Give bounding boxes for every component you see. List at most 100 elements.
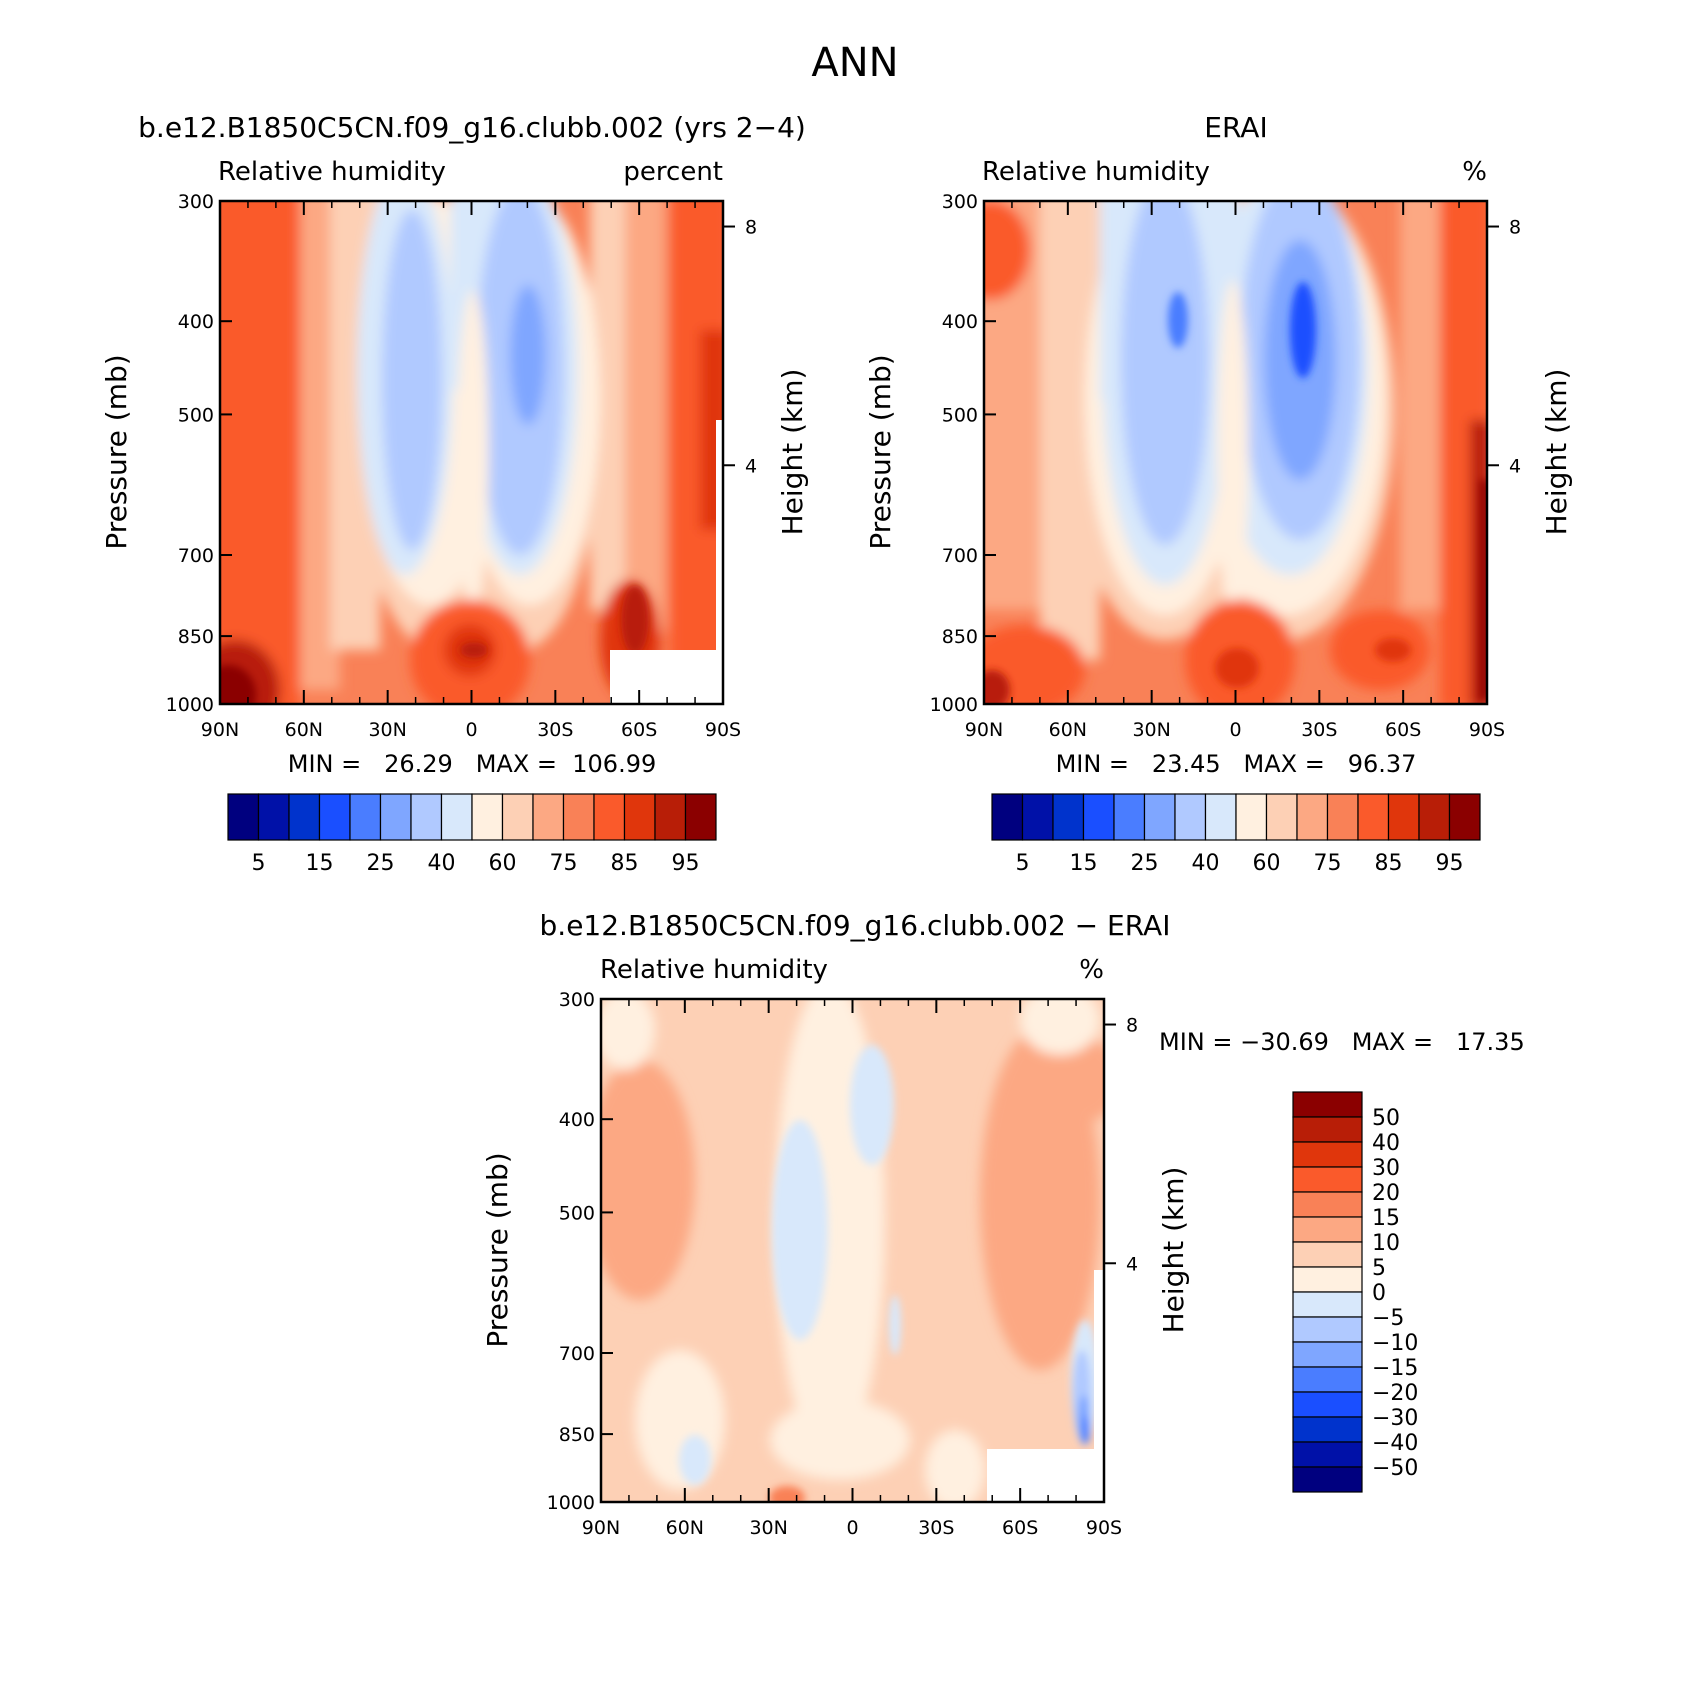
panel-obs-ylabel: Pressure (mb) xyxy=(864,354,897,549)
colorbar-label: 5 xyxy=(252,851,266,876)
colorbar-box xyxy=(1292,1466,1363,1493)
colorbar-label: 15 xyxy=(1070,851,1098,876)
colorbar-label: −15 xyxy=(1372,1356,1418,1381)
colorbar-label: 75 xyxy=(550,851,578,876)
colorbar-box xyxy=(1357,793,1390,841)
panel-diff-missing-region xyxy=(987,1449,1104,1502)
panel-diff-ylabel-right: Height (km) xyxy=(1157,1167,1190,1334)
x-tick-label: 0 xyxy=(1229,719,1241,741)
x-tick-label: 30S xyxy=(918,1517,954,1539)
x-tick-label: 30N xyxy=(749,1517,787,1539)
y-tick-label: 300 xyxy=(559,989,595,1011)
colorbar-label: −20 xyxy=(1372,1381,1418,1406)
colorbar-label: 40 xyxy=(1192,851,1220,876)
height-tick-label: 4 xyxy=(1126,1253,1138,1275)
panel-diff-plot-area xyxy=(601,999,1104,1502)
colorbar-label: 60 xyxy=(489,851,517,876)
colorbar-box xyxy=(991,793,1024,841)
colorbar-box xyxy=(1292,1341,1363,1368)
panel-obs-colorbar: 5 15 25 40 60 75 85 95 xyxy=(991,793,1481,876)
panel-obs-ylabel-right: Height (km) xyxy=(1540,369,1573,536)
panel-obs-variable: Relative humidity xyxy=(982,157,1210,187)
colorbar-box xyxy=(349,793,382,841)
colorbar-box xyxy=(1292,1166,1363,1193)
colorbar-label: 15 xyxy=(1372,1206,1400,1231)
colorbar-box xyxy=(1292,1291,1363,1318)
colorbar-label: 20 xyxy=(1372,1181,1400,1206)
colorbar-box xyxy=(1387,793,1420,841)
colorbar-label: 25 xyxy=(1131,851,1159,876)
y-tick-label: 700 xyxy=(942,545,978,567)
colorbar-label: −5 xyxy=(1372,1306,1404,1331)
colorbar-box xyxy=(1292,1091,1363,1118)
x-tick-label: 30S xyxy=(537,719,573,741)
x-tick-label: 60N xyxy=(666,1517,704,1539)
x-tick-label: 30N xyxy=(1132,719,1170,741)
colorbar-box xyxy=(1082,793,1115,841)
panel-model-colorbar: 5 15 25 40 60 75 85 95 xyxy=(227,793,717,876)
y-tick-label: 850 xyxy=(942,626,978,648)
colorbar-label: 85 xyxy=(1375,851,1403,876)
panel-obs: ERAI Relative humidity % xyxy=(864,111,1573,876)
colorbar-label: 5 xyxy=(1016,851,1030,876)
colorbar-label: 95 xyxy=(672,851,700,876)
panel-model-variable: Relative humidity xyxy=(218,157,446,187)
colorbar-box xyxy=(1292,1141,1363,1168)
colorbar-box xyxy=(440,793,473,841)
y-tick-label: 500 xyxy=(942,404,978,426)
panel-diff-title: b.e12.B1850C5CN.f09_g16.clubb.002 − ERAI xyxy=(540,909,1171,942)
colorbar-box xyxy=(1448,793,1481,841)
colorbar-box xyxy=(1292,1191,1363,1218)
figure-title: ANN xyxy=(811,40,898,86)
panel-model-ylabel: Pressure (mb) xyxy=(100,354,133,549)
colorbar-box xyxy=(1113,793,1146,841)
colorbar-label: 50 xyxy=(1372,1106,1400,1131)
colorbar-box xyxy=(318,793,351,841)
colorbar-label: −30 xyxy=(1372,1406,1418,1431)
colorbar-box xyxy=(1174,793,1207,841)
colorbar-box xyxy=(1292,1241,1363,1268)
x-tick-label: 0 xyxy=(465,719,477,741)
colorbar-label: 40 xyxy=(1372,1131,1400,1156)
x-tick-label: 60N xyxy=(285,719,323,741)
colorbar-box xyxy=(1292,1216,1363,1243)
panel-obs-stats: MIN = 23.45 MAX = 96.37 xyxy=(1056,750,1417,778)
colorbar-box xyxy=(1235,793,1268,841)
x-tick-label: 60S xyxy=(1385,719,1421,741)
y-tick-label: 400 xyxy=(178,311,214,333)
colorbar-label: 40 xyxy=(428,851,456,876)
panel-model-stats: MIN = 26.29 MAX = 106.99 xyxy=(288,750,657,778)
panel-diff: b.e12.B1850C5CN.f09_g16.clubb.002 − ERAI… xyxy=(481,909,1525,1539)
colorbar-box xyxy=(501,793,534,841)
colorbar-label: −40 xyxy=(1372,1431,1418,1456)
x-tick-label: 90S xyxy=(1469,719,1505,741)
colorbar-label: 60 xyxy=(1253,851,1281,876)
colorbar-box xyxy=(1326,793,1359,841)
colorbar-box xyxy=(1292,1316,1363,1343)
colorbar-label: 30 xyxy=(1372,1156,1400,1181)
colorbar-label: 5 xyxy=(1372,1256,1386,1281)
panel-model: b.e12.B1850C5CN.f09_g16.clubb.002 (yrs 2… xyxy=(100,111,809,876)
y-tick-label: 300 xyxy=(942,191,978,213)
colorbar-box xyxy=(623,793,656,841)
x-tick-label: 60N xyxy=(1049,719,1087,741)
y-tick-label: 700 xyxy=(559,1343,595,1365)
colorbar-box xyxy=(1021,793,1054,841)
colorbar-label: 10 xyxy=(1372,1231,1400,1256)
y-tick-label: 850 xyxy=(559,1424,595,1446)
panel-diff-variable: Relative humidity xyxy=(600,955,828,985)
y-tick-label: 500 xyxy=(178,404,214,426)
colorbar-box xyxy=(1292,1266,1363,1293)
y-tick-label: 400 xyxy=(942,311,978,333)
colorbar-label: −10 xyxy=(1372,1331,1418,1356)
colorbar-label: 15 xyxy=(306,851,334,876)
panel-diff-ylabel: Pressure (mb) xyxy=(481,1152,514,1347)
colorbar-label: 25 xyxy=(367,851,395,876)
x-tick-label: 90N xyxy=(965,719,1003,741)
y-tick-label: 400 xyxy=(559,1109,595,1131)
panel-obs-plot-area xyxy=(984,201,1487,704)
colorbar-box xyxy=(471,793,504,841)
height-tick-label: 8 xyxy=(745,217,757,239)
